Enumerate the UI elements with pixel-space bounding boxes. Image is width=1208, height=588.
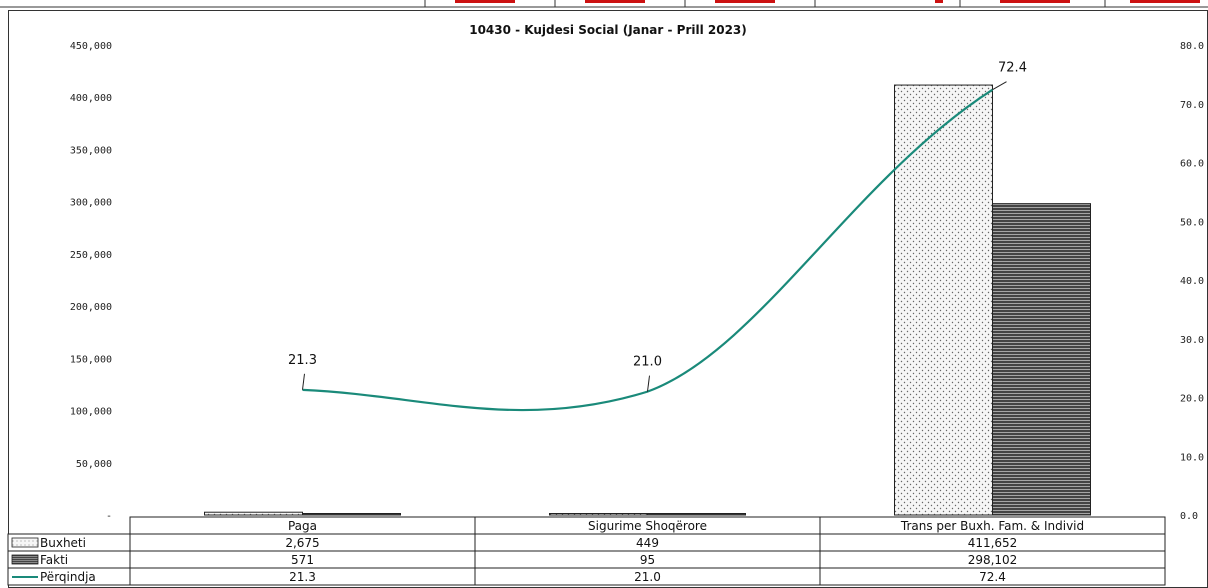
fakti-bar	[992, 203, 1091, 516]
percentage-line-path	[302, 88, 994, 412]
fakti-bar	[647, 513, 746, 516]
left-axis-ticks: 450,000 400,000 350,000 300,000 250,000 200,0…	[70, 41, 112, 522]
data-label: 21.3	[288, 353, 317, 368]
bars	[204, 84, 1091, 516]
right-axis-ticks: 80.0 70.0 60.0 50.0 40.0 30.0 20.0 10.0 0.0	[1180, 41, 1204, 522]
left-tick-label: 300,000	[70, 198, 112, 209]
data-label-leader	[647, 375, 650, 392]
legend-key-swatch	[11, 537, 39, 548]
right-tick-label: 40.0	[1180, 276, 1204, 287]
data-table: Paga Sigurime Shoqërore Trans per Buxh. Fa…	[7, 516, 1166, 586]
left-tick-label: 50,000	[76, 459, 112, 470]
left-tick-label: 100,000	[70, 407, 112, 418]
right-tick-label: 60.0	[1180, 159, 1204, 170]
table-value-cell: 449	[636, 536, 659, 550]
buxheti-bar	[204, 511, 303, 516]
table-value-cell: 571	[291, 553, 314, 567]
right-tick-label: 10.0	[1180, 452, 1204, 463]
table-value-cell: 95	[640, 553, 655, 567]
right-tick-label: 50.0	[1180, 217, 1204, 228]
percentage-line: 21.3 21.0 72.4	[288, 61, 1027, 412]
table-header-cell: Sigurime Shoqërore	[588, 519, 707, 533]
right-tick-label: 30.0	[1180, 335, 1204, 346]
legend-key-swatch	[11, 554, 39, 565]
buxheti-bar	[894, 84, 993, 516]
table-header-cell: Trans per Buxh. Fam. & Individ	[900, 519, 1084, 533]
table-value-cell: 298,102	[968, 553, 1018, 567]
chart-title: 10430 - Kujdesi Social (Janar - Prill 20…	[469, 23, 747, 37]
left-tick-label: 400,000	[70, 93, 112, 104]
data-label: 21.0	[633, 355, 662, 370]
table-value-cell: 21.3	[289, 570, 316, 584]
legend-series-name: Fakti	[40, 553, 68, 567]
table-value-cell: 2,675	[285, 536, 319, 550]
right-tick-label: 70.0	[1180, 100, 1204, 111]
right-tick-label: 80.0	[1180, 41, 1204, 52]
legend-series-name: Buxheti	[40, 536, 86, 550]
right-tick-label: 0.0	[1180, 511, 1198, 522]
table-value-cell: 21.0	[634, 570, 661, 584]
buxheti-bar	[549, 513, 648, 516]
left-tick-label: 350,000	[70, 145, 112, 156]
table-header-cell: Paga	[288, 519, 317, 533]
right-tick-label: 20.0	[1180, 394, 1204, 405]
data-label-leader	[302, 373, 305, 390]
legend-series-name: Përqindja	[40, 570, 96, 584]
data-label: 72.4	[998, 61, 1027, 76]
left-tick-label: 250,000	[70, 250, 112, 261]
left-tick-label: -	[106, 511, 112, 522]
data-label-leader	[992, 81, 1007, 91]
table-value-cell: 72.4	[979, 570, 1006, 584]
left-tick-label: 200,000	[70, 302, 112, 313]
top-table-strip	[0, 0, 1208, 8]
table-value-cell: 411,652	[968, 536, 1018, 550]
fakti-bar	[302, 513, 401, 516]
left-tick-label: 450,000	[70, 41, 112, 52]
left-tick-label: 150,000	[70, 354, 112, 365]
